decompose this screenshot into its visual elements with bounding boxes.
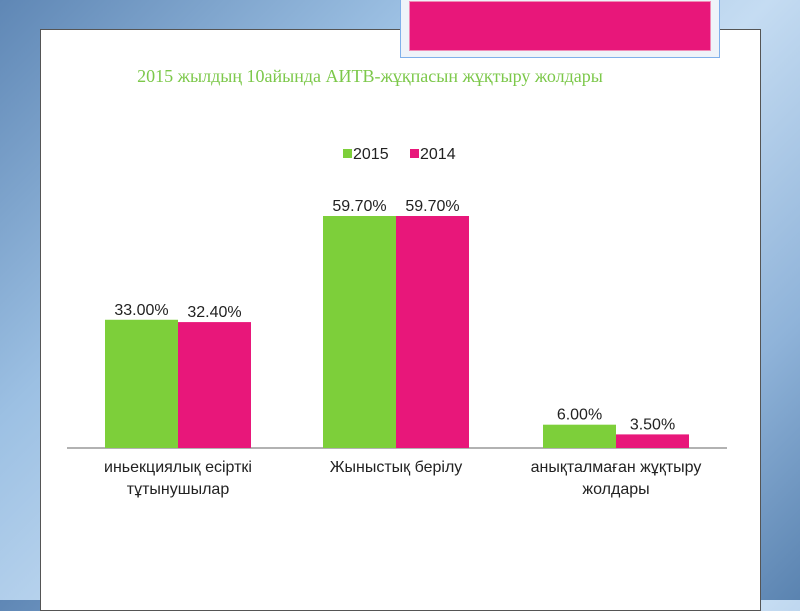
legend-label-2015: 2015 (353, 146, 389, 163)
bar-2014-0 (178, 322, 251, 448)
legend-swatch-2015 (343, 149, 352, 158)
data-label-2015-2: 6.00% (557, 407, 602, 424)
bar-2014-1 (396, 216, 469, 448)
category-label-2: анықталмаған жұқтыру (531, 459, 702, 476)
category-label-0: иньекциялық есірткі (104, 459, 252, 476)
category-label-1: Жыныстық берілу (330, 459, 463, 476)
data-label-2014-1: 59.70% (405, 198, 459, 215)
legend-label-2014: 2014 (420, 146, 456, 163)
data-label-2014-2: 3.50% (630, 416, 675, 433)
chart-title: 2015 жылдың 10айында АИТВ-жұқпасын жұқты… (137, 66, 603, 86)
data-label-2015-1: 59.70% (332, 198, 386, 215)
bar-2015-2 (543, 424, 616, 448)
bar-2015-1 (323, 216, 396, 448)
bar-2014-2 (616, 434, 689, 448)
category-label-2: жолдары (582, 481, 649, 498)
data-label-2015-0: 33.00% (114, 302, 168, 319)
category-label-0: тұтынушылар (127, 481, 230, 498)
data-label-2014-0: 32.40% (187, 304, 241, 321)
legend-swatch-2014 (410, 149, 419, 158)
bar-2015-0 (105, 319, 178, 448)
decorative-pink-box (400, 0, 720, 58)
